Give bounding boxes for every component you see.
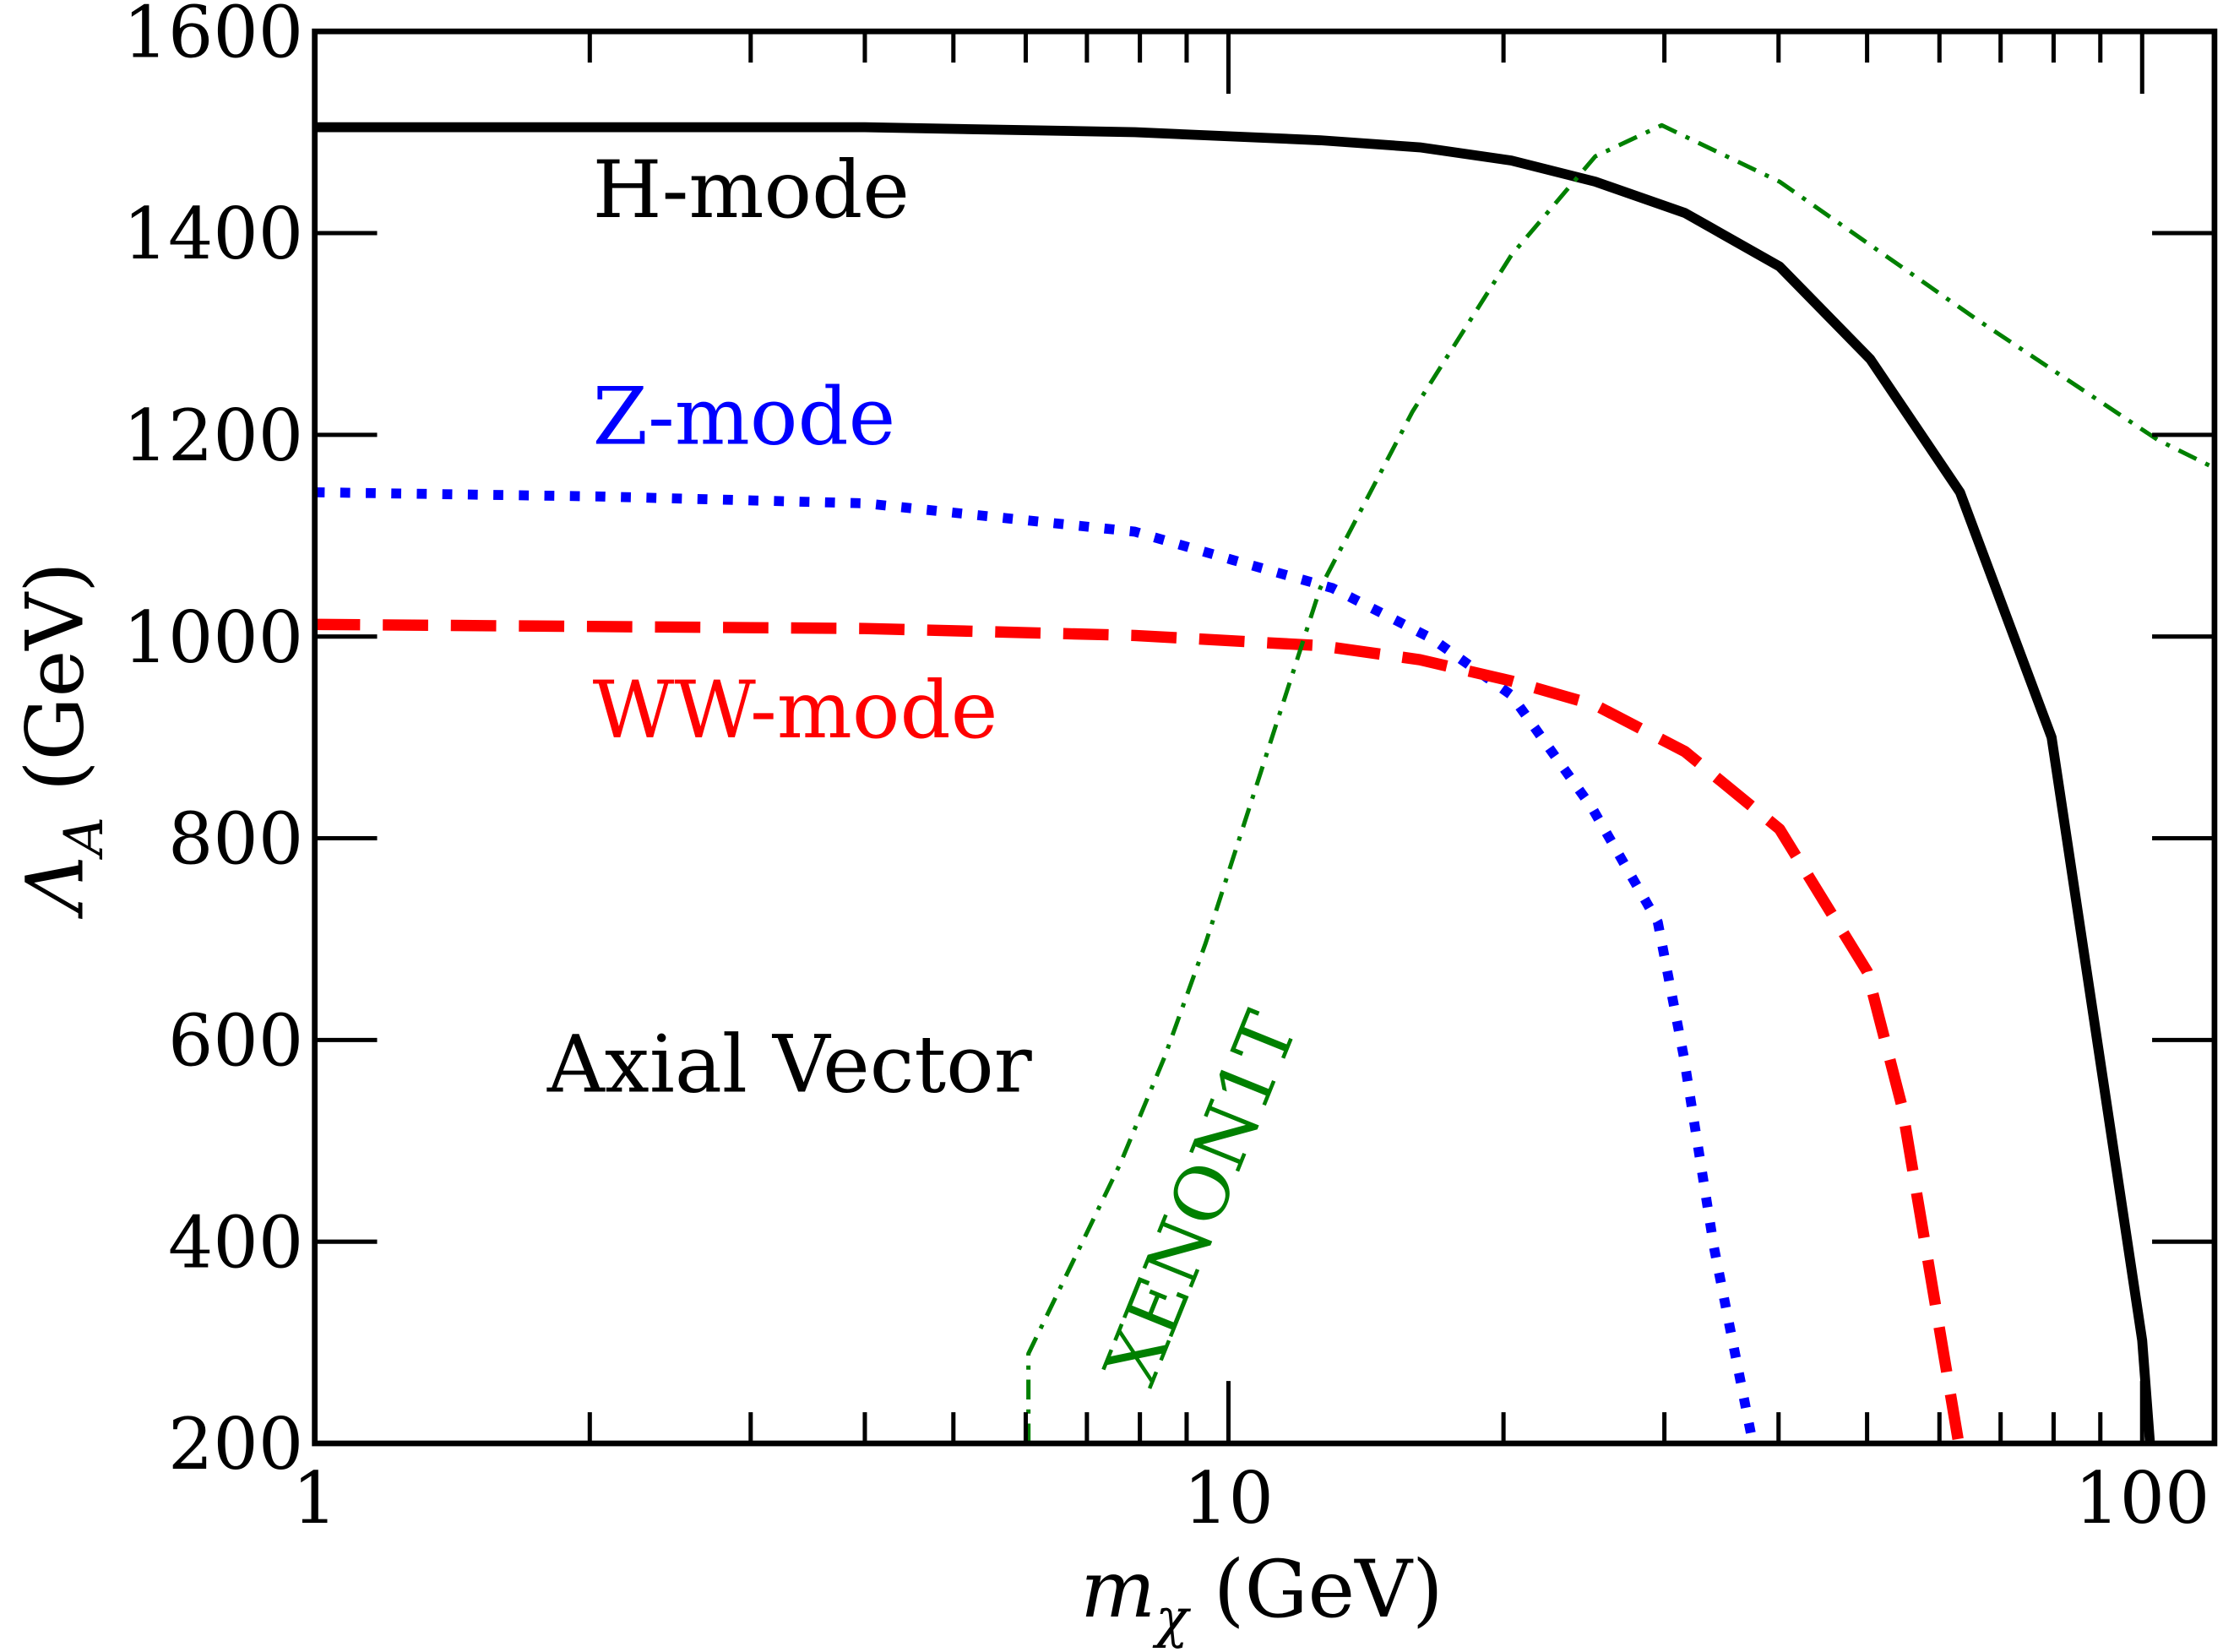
- y-tick-label: 600: [168, 1000, 303, 1083]
- y-axis-label-main: Λ: [9, 856, 101, 920]
- x-axis-label-main: m: [1080, 1544, 1155, 1636]
- y-tick-label: 1000: [123, 596, 304, 679]
- y-axis-label: ΛA (GeV): [9, 562, 116, 920]
- y-tick-label: 1200: [123, 394, 304, 477]
- series-h-mode-line: [314, 122, 2155, 1444]
- y-tick-label: 400: [168, 1201, 303, 1284]
- x-axis-label-sub: χ: [1152, 1587, 1191, 1649]
- series-xenon1t-line: [1026, 122, 2216, 1444]
- annotation-xenon1t: XENON1T: [1088, 1001, 1314, 1396]
- x-axis-label: mχ (GeV): [1080, 1544, 1443, 1650]
- x-tick-label: 100: [2074, 1457, 2209, 1540]
- series-ww-mode-line: [314, 618, 1965, 1445]
- y-axis-label-unit: (GeV): [9, 562, 101, 817]
- annotation-ww-mode: WW-mode: [593, 665, 998, 757]
- y-tick-label: 800: [168, 798, 303, 881]
- x-tick-label: 10: [1183, 1457, 1274, 1540]
- y-tick-label: 1400: [123, 193, 304, 275]
- y-axis-label-sub: A: [53, 817, 116, 860]
- y-tick-label: 1600: [123, 0, 304, 73]
- annotation-z-mode: Z-mode: [593, 372, 896, 464]
- curves: [314, 122, 2216, 1445]
- annotation-panel: Axial Vector: [546, 1019, 1032, 1111]
- x-tick-label: 1: [292, 1457, 337, 1540]
- annotation-h-mode: H-mode: [593, 144, 910, 236]
- plot-frame: [312, 28, 2218, 1447]
- ticks: 1 10 100 200 400 600 800 1000 1200 1400 1600: [123, 0, 2215, 1540]
- y-tick-label: 200: [168, 1403, 303, 1486]
- x-axis-label-unit: (GeV): [1188, 1544, 1443, 1636]
